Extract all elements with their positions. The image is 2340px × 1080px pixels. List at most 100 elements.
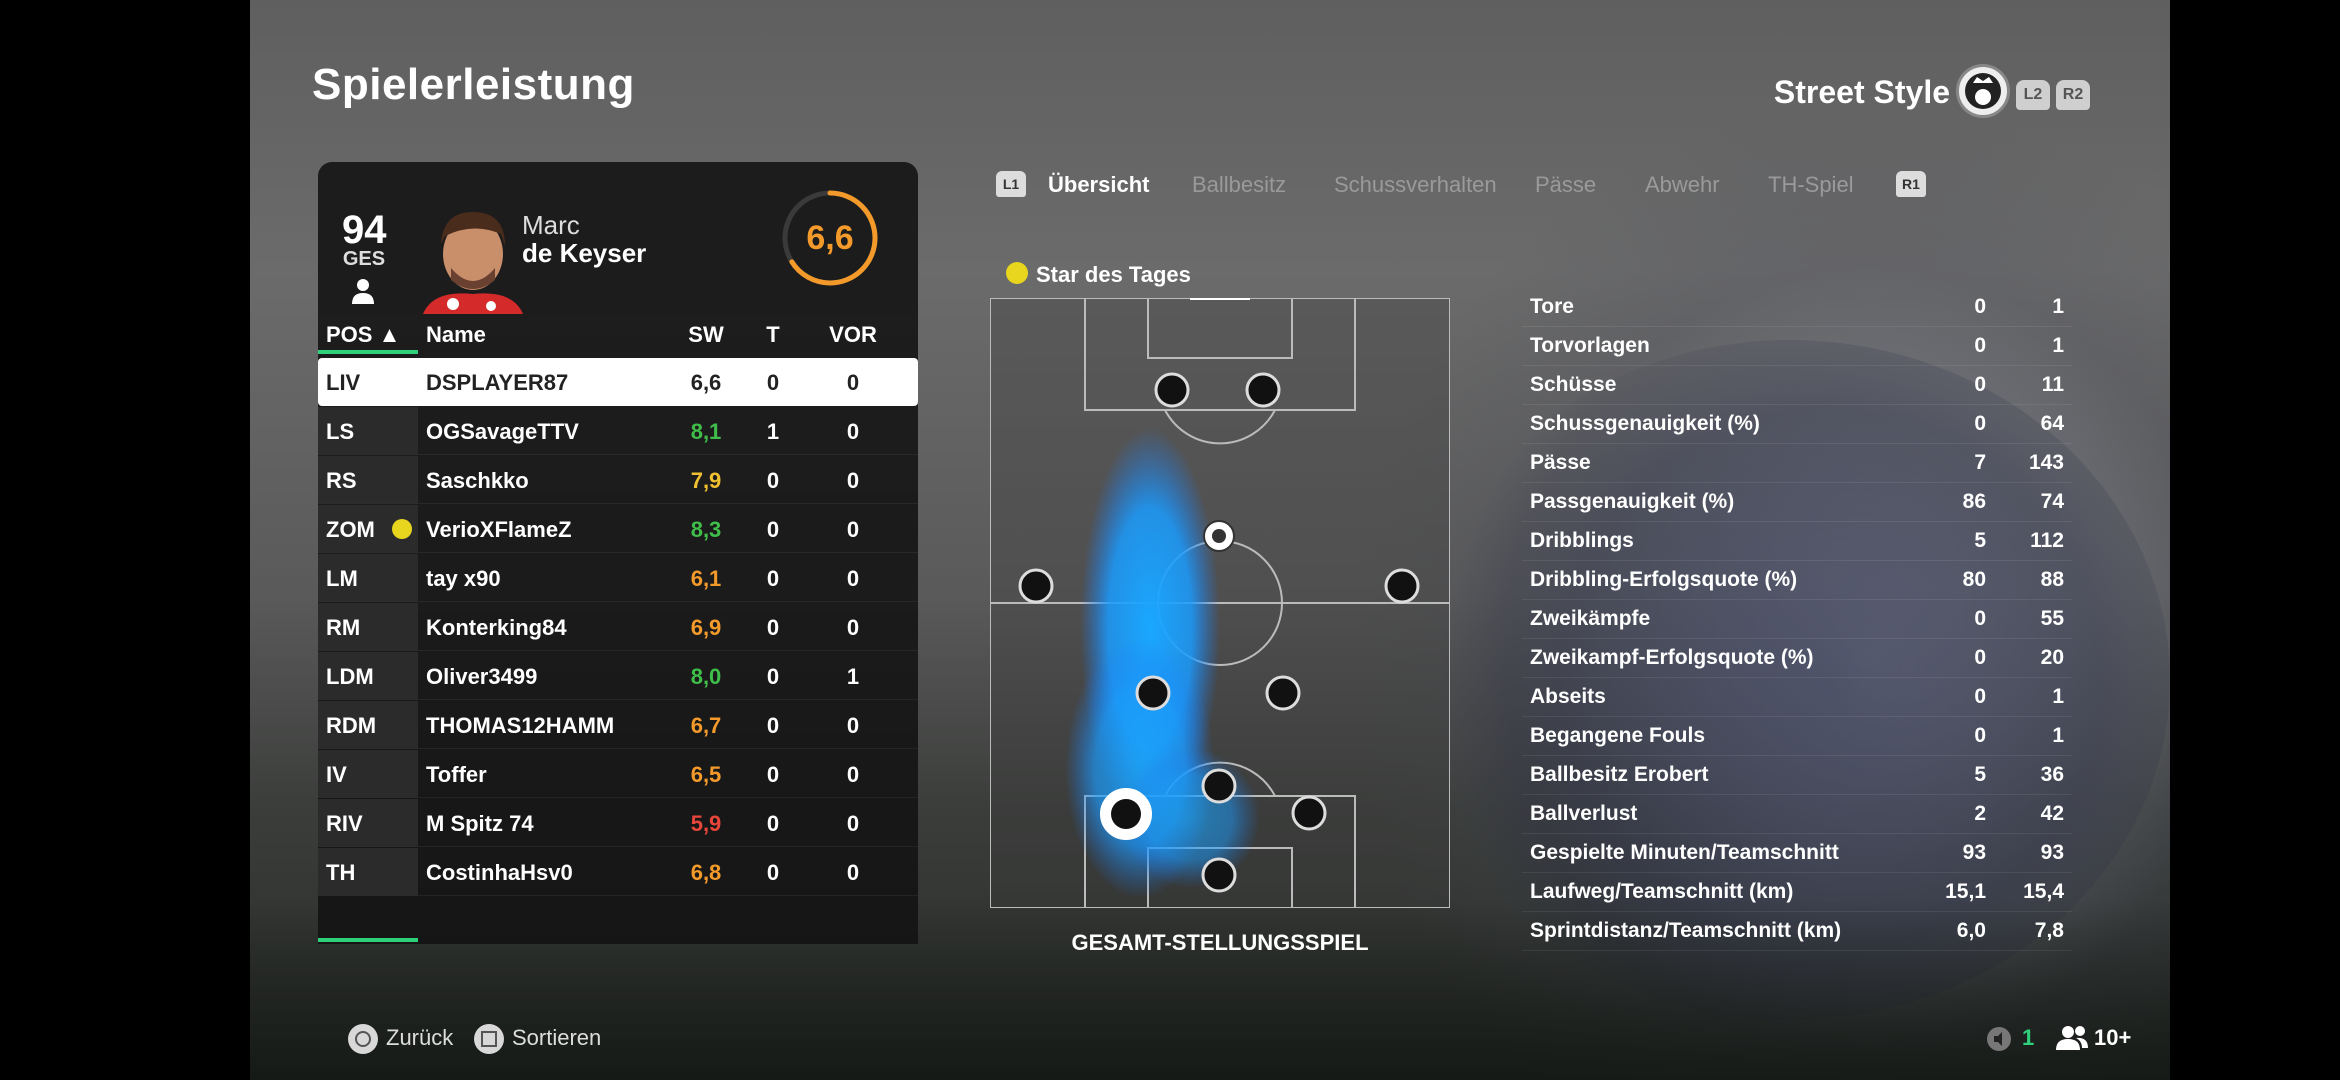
stat-label: Laufweg/Teamschnitt (km) xyxy=(1530,880,1794,903)
table-row[interactable]: IV Toffer 6,5 0 0 xyxy=(318,750,918,798)
stat-row: Sprintdistanz/Teamschnitt (km) 6,0 7,8 xyxy=(1522,912,2072,951)
table-row[interactable]: LM tay x90 6,1 0 0 xyxy=(318,554,918,602)
position-cell xyxy=(318,750,418,798)
stat-row: Dribbling-Erfolgsquote (%) 80 88 xyxy=(1522,561,2072,600)
table-row[interactable]: LIV DSPLAYER87 6,6 0 0 xyxy=(318,358,918,406)
stat-team-value: 15,4 xyxy=(2023,880,2064,903)
stat-player-value: 5 xyxy=(1974,763,1986,786)
row-position: RDM xyxy=(326,713,377,738)
stat-player-value: 6,0 xyxy=(1956,919,1986,942)
player-marker xyxy=(1291,795,1327,831)
player-marker xyxy=(1245,372,1281,408)
stat-team-value: 112 xyxy=(2030,529,2064,552)
sort-label[interactable]: Sortieren xyxy=(512,1025,602,1050)
stat-player-value: 7 xyxy=(1974,451,1986,474)
row-goals: 0 xyxy=(766,811,780,836)
stat-label: Schussgenauigkeit (%) xyxy=(1530,412,1760,435)
column-t-header[interactable]: T xyxy=(766,322,780,347)
stat-player-value: 0 xyxy=(1974,412,1986,435)
row-player-name: THOMAS12HAMM xyxy=(426,713,615,738)
l1-button-icon[interactable]: L1 xyxy=(996,171,1026,197)
stat-row: Gespielte Minuten/Teamschnitt 93 93 xyxy=(1522,834,2072,873)
row-assists: 0 xyxy=(846,566,860,591)
row-goals: 0 xyxy=(766,517,780,542)
stat-team-value: 88 xyxy=(2040,568,2064,591)
square-button-icon[interactable] xyxy=(474,1024,504,1054)
row-rating: 8,3 xyxy=(690,517,722,542)
stat-label: Ballverlust xyxy=(1530,802,1638,825)
player-marker xyxy=(1201,857,1237,893)
row-assists: 0 xyxy=(846,713,860,738)
row-position: ZOM xyxy=(326,517,375,542)
row-assists: 1 xyxy=(846,664,860,689)
stat-row: Schussgenauigkeit (%) 0 64 xyxy=(1522,405,2072,444)
row-position: LIV xyxy=(326,370,361,395)
column-pos-header[interactable]: POS ▲ xyxy=(326,322,401,347)
stat-label: Dribblings xyxy=(1530,529,1634,552)
r2-button-icon[interactable]: R2 xyxy=(2056,80,2090,110)
row-goals: 0 xyxy=(766,566,780,591)
table-row[interactable]: RM Konterking84 6,9 0 0 xyxy=(318,603,918,651)
stat-team-value: 1 xyxy=(2052,685,2064,708)
row-goals: 1 xyxy=(766,419,780,444)
table-row[interactable]: RIV M Spitz 74 5,9 0 0 xyxy=(318,799,918,847)
tab-defense[interactable]: Abwehr xyxy=(1645,172,1720,197)
stat-row: Laufweg/Teamschnitt (km) 15,1 15,4 xyxy=(1522,873,2072,912)
back-label[interactable]: Zurück xyxy=(386,1025,454,1050)
top-goal-area xyxy=(1147,298,1293,359)
position-cell xyxy=(318,554,418,602)
column-vor-header[interactable]: VOR xyxy=(829,322,877,347)
circle-button-icon[interactable] xyxy=(348,1024,378,1054)
stat-team-value: 11 xyxy=(2041,373,2064,396)
voice-count: 1 xyxy=(2022,1025,2035,1050)
table-row[interactable]: RS Saschkko 7,9 0 0 xyxy=(318,456,918,504)
row-player-name: VerioXFlameZ xyxy=(426,517,572,542)
stat-player-value: 86 xyxy=(1962,490,1986,513)
stat-player-value: 2 xyxy=(1974,802,1986,825)
tab-shooting[interactable]: Schussverhalten xyxy=(1334,172,1497,197)
row-rating: 6,8 xyxy=(690,860,722,885)
player-overall-label: GES xyxy=(342,248,386,270)
stat-label: Zweikämpfe xyxy=(1530,607,1651,630)
top-penalty-area xyxy=(1084,298,1356,411)
column-sw-header[interactable]: SW xyxy=(688,322,724,347)
table-row[interactable]: TH CostinhaHsv0 6,8 0 0 xyxy=(318,848,918,896)
column-name-header[interactable]: Name xyxy=(426,322,486,347)
tab-passes[interactable]: Pässe xyxy=(1535,172,1597,197)
group-icon xyxy=(2056,1026,2088,1050)
row-goals: 0 xyxy=(766,468,780,493)
table-row[interactable]: LDM Oliver3499 8,0 0 1 xyxy=(318,652,918,700)
stat-row: Schüsse 0 11 xyxy=(1522,366,2072,405)
player-overall: 94 xyxy=(342,208,387,252)
row-goals: 0 xyxy=(766,762,780,787)
row-position: IV xyxy=(326,762,347,787)
stat-row: Begangene Fouls 0 1 xyxy=(1522,717,2072,756)
stat-team-value: 1 xyxy=(2052,295,2064,318)
row-position: LS xyxy=(326,419,355,444)
tab-goalkeeping[interactable]: TH-Spiel xyxy=(1768,172,1854,197)
table-row[interactable]: LS OGSavageTTV 8,1 1 0 xyxy=(318,407,918,455)
tab-overview[interactable]: Übersicht xyxy=(1048,172,1150,197)
row-position: RM xyxy=(326,615,361,640)
r1-button-icon[interactable]: R1 xyxy=(1896,171,1926,197)
row-player-name: M Spitz 74 xyxy=(426,811,534,836)
position-cell xyxy=(318,701,418,749)
stat-row: Ballverlust 2 42 xyxy=(1522,795,2072,834)
player-marker xyxy=(1135,675,1171,711)
stat-team-value: 36 xyxy=(2040,763,2064,786)
stat-row: Pässe 7 143 xyxy=(1522,444,2072,483)
position-cell xyxy=(318,652,418,700)
player-marker xyxy=(1265,675,1301,711)
table-row[interactable]: RDM THOMAS12HAMM 6,7 0 0 xyxy=(318,701,918,749)
stat-label: Pässe xyxy=(1530,451,1591,474)
stat-team-value: 7,8 xyxy=(2034,919,2064,942)
row-goals: 0 xyxy=(766,370,780,395)
stat-player-value: 80 xyxy=(1962,568,1986,591)
row-rating: 6,1 xyxy=(690,566,722,591)
l2-button-icon[interactable]: L2 xyxy=(2016,80,2050,110)
position-cell xyxy=(318,799,418,847)
table-row[interactable]: ZOM VerioXFlameZ 8,3 0 0 xyxy=(318,505,918,553)
tab-possession[interactable]: Ballbesitz xyxy=(1192,172,1287,197)
row-player-name: Toffer xyxy=(426,762,487,787)
player-marker xyxy=(1154,372,1190,408)
